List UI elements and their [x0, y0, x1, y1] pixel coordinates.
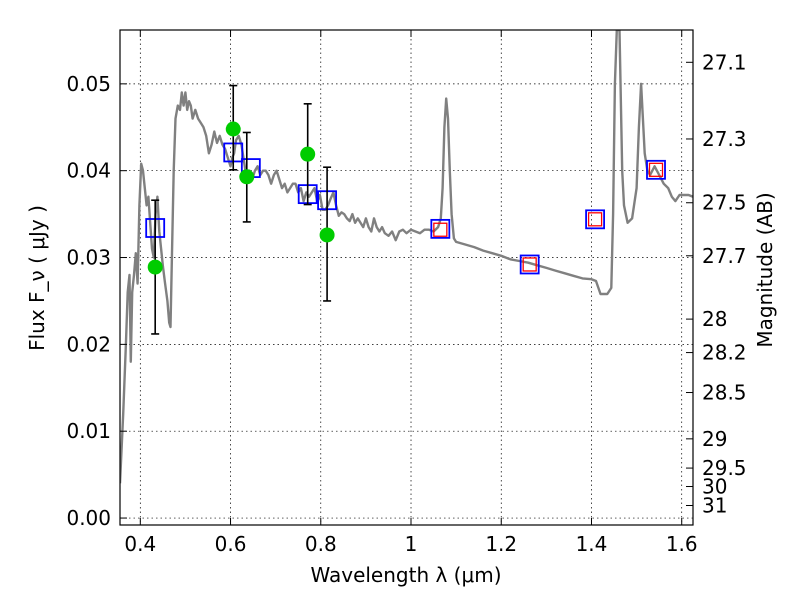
observed-photometry-marker	[646, 159, 666, 180]
y-right-axis-title: Magnitude (AB)	[753, 192, 777, 347]
y-axis-title-group: Flux F_ν ( μJy )	[25, 205, 49, 351]
x-axis-title: Wavelength λ (μm)	[310, 563, 501, 587]
observed-photometry-marker	[430, 218, 451, 239]
measured-flux-point	[300, 146, 316, 162]
ticks	[120, 30, 693, 525]
x-tick-label: 1.2	[485, 532, 517, 556]
mag-tick-label: 28.5	[702, 381, 747, 405]
y-tick-label: 0.01	[66, 419, 111, 443]
x-tick-label: 1	[405, 532, 418, 556]
mag-tick-label: 27.7	[702, 244, 747, 268]
mag-tick-label: 28	[702, 307, 727, 331]
mag-tick-label: 30	[702, 475, 727, 499]
observed-photometry-marker	[519, 254, 540, 275]
mag-tick-label: 27.1	[702, 50, 747, 74]
mag-tick-label: 27.5	[702, 191, 747, 215]
model-photometry-marker	[648, 162, 664, 177]
plot-frame	[119, 29, 694, 526]
model-spectrum-line	[120, 30, 693, 484]
measured-flux-point	[239, 169, 255, 185]
model-photometry-marker	[587, 212, 603, 227]
x-tick-label: 1.4	[576, 532, 608, 556]
mag-tick-label: 29	[702, 427, 727, 451]
measured-flux-point	[147, 259, 163, 275]
mag-tick-label: 31	[702, 494, 727, 518]
grid	[120, 30, 693, 525]
data-area	[120, 30, 693, 484]
y-tick-label: 0.05	[66, 72, 111, 96]
mag-tick-label: 29.5	[702, 456, 747, 480]
mag-tick-label: 27.3	[702, 127, 747, 151]
x-tick-label: 0.8	[305, 532, 337, 556]
measured-flux-point	[225, 121, 241, 137]
model-photometry-marker	[433, 222, 448, 237]
x-tick-label: 0.6	[215, 532, 247, 556]
y-tick-label: 0.00	[66, 506, 111, 530]
y-tick-label: 0.03	[66, 246, 111, 270]
observed-photometry-marker	[585, 209, 605, 230]
y-right-axis-title-group: Magnitude (AB)	[753, 192, 777, 347]
tick-labels: 0.4 0.6 0.8 1 1.2 1.4 1.6 0.00 0.01 0.02 0.03 0.04 0…	[66, 50, 746, 556]
y-tick-label: 0.04	[66, 159, 111, 183]
y-tick-label: 0.02	[66, 332, 111, 356]
y-axis-title: Flux F_ν ( μJy )	[25, 205, 49, 351]
mag-tick-label: 28.2	[702, 341, 747, 365]
x-tick-label: 1.6	[666, 532, 698, 556]
model-photometry-marker	[522, 257, 537, 272]
x-tick-label: 0.4	[124, 532, 156, 556]
measured-flux-point	[319, 227, 335, 243]
